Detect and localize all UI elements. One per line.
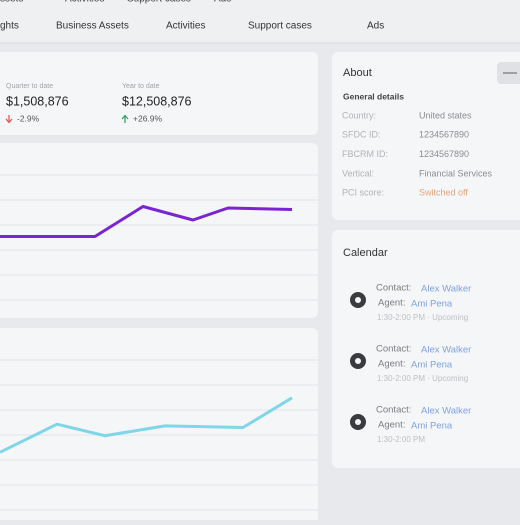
event-time: 1:30-2:00 PM · Upcoming: [377, 313, 468, 322]
line-series: [0, 396, 293, 454]
agent-name[interactable]: Ami Pena: [411, 299, 453, 310]
trend-arrow: [5, 115, 13, 124]
field-label: PCI score:: [342, 188, 384, 198]
nav-tab[interactable]: Ads: [367, 21, 384, 32]
contact-label: Contact:: [376, 344, 411, 355]
line-series: [0, 205, 293, 238]
stat-change: -2.9%: [17, 113, 40, 123]
section-title: General details: [343, 91, 404, 101]
top-nav: [0, 0, 520, 44]
nav-tab[interactable]: Business Assets: [56, 21, 129, 32]
stat-label: Quarter to date: [6, 83, 53, 90]
agent-name[interactable]: Ami Pena: [411, 360, 453, 371]
nav-tab[interactable]: Activities: [65, 0, 104, 5]
about-card: [332, 52, 520, 220]
calendar-card: [332, 230, 520, 468]
stat-change: +26.9%: [133, 113, 163, 123]
stats-card: [0, 52, 318, 135]
event-icon-dot: [355, 297, 361, 303]
stat-value: $1,508,876: [6, 94, 69, 108]
agent-label: Agent:: [378, 359, 405, 370]
nav-tab[interactable]: Activities: [166, 21, 205, 32]
card-title: About: [343, 67, 372, 79]
nav-tab[interactable]: Support cases: [127, 0, 191, 5]
event-time: 1:30-2:00 PM · Upcoming: [377, 374, 468, 383]
field-value: 1234567890: [419, 149, 469, 159]
contact-label: Contact:: [376, 283, 411, 294]
field-label: SFDC ID:: [342, 130, 381, 140]
event-time: 1:30-2:00 PM: [377, 435, 425, 444]
field-label: Vertical:: [342, 168, 374, 178]
stat-label: Year to date: [122, 83, 160, 90]
field-label: Country:: [342, 110, 376, 120]
contact-name[interactable]: Alex Walker: [421, 345, 471, 356]
field-value: 1234567890: [419, 130, 469, 140]
contact-label: Contact:: [376, 405, 411, 416]
field-value: United states: [419, 110, 472, 120]
event-icon-dot: [355, 419, 361, 425]
event-icon-dot: [355, 358, 361, 364]
nav-tab[interactable]: Ads: [214, 0, 231, 5]
agent-name[interactable]: Ami Pena: [411, 421, 453, 432]
nav-tab[interactable]: Support cases: [248, 21, 312, 32]
agent-label: Agent:: [378, 420, 405, 431]
contact-name[interactable]: Alex Walker: [421, 284, 471, 295]
chart-card: [0, 328, 318, 525]
stat-value: $12,508,876: [122, 94, 192, 108]
agent-label: Agent:: [378, 298, 405, 309]
contact-name[interactable]: Alex Walker: [421, 406, 471, 417]
field-label: FBCRM ID:: [342, 149, 388, 159]
chart-card: [0, 143, 318, 318]
nav-tab[interactable]: ghts: [0, 21, 19, 32]
trend-arrow: [121, 114, 129, 123]
field-value: Financial Services: [419, 168, 493, 178]
card-title: Calendar: [343, 247, 388, 259]
field-value: Switched off: [419, 188, 468, 198]
nav-tab[interactable]: ssets: [0, 0, 23, 5]
